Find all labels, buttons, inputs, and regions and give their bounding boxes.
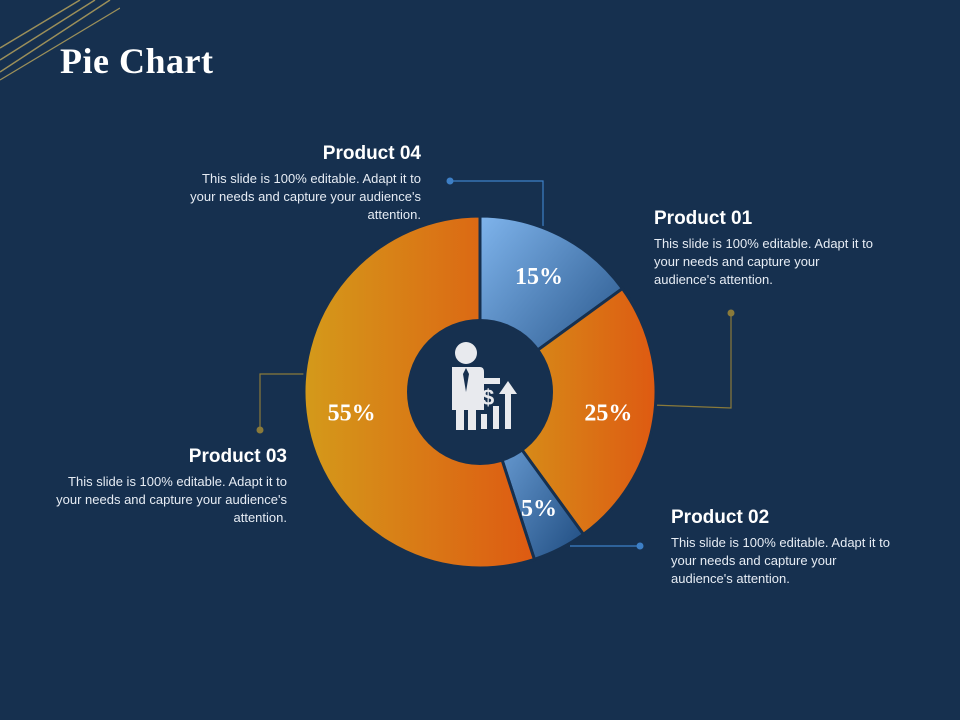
callout-text: This slide is 100% editable. Adapt it to…	[190, 171, 421, 222]
leader-dot-product-02	[636, 542, 644, 550]
leader-lines	[256, 177, 735, 550]
leader-line-product-01	[651, 313, 732, 409]
callout-title: Product 03	[188, 446, 287, 467]
callout-product-01: Product 01 This slide is 100% editable. …	[654, 208, 884, 289]
callout-text: This slide is 100% editable. Adapt it to…	[654, 236, 873, 287]
callout-title: Product 02	[671, 507, 770, 528]
svg-text:$: $	[482, 385, 494, 410]
callout-title: Product 04	[322, 143, 421, 164]
leader-dot-product-04	[446, 177, 454, 185]
callout-text: This slide is 100% editable. Adapt it to…	[56, 474, 287, 525]
pie-slice-labels: 15% 25% 5% 55%	[328, 264, 633, 522]
leader-dot-product-03	[256, 426, 264, 434]
leader-line-product-04	[450, 180, 544, 226]
leader-line-product-03	[259, 373, 305, 430]
businessman-growth-icon: $	[452, 342, 517, 430]
callout-product-04: Product 04 This slide is 100% editable. …	[181, 143, 421, 224]
slice-label-product-04: 55%	[328, 400, 376, 426]
slice-label-product-01: 15%	[515, 264, 563, 290]
page-title: Pie Chart	[60, 41, 214, 81]
pie-slice-product-02	[477, 286, 658, 537]
slice-label-product-03: 5%	[521, 496, 557, 522]
callout-text: This slide is 100% editable. Adapt it to…	[671, 535, 890, 586]
leader-dot-product-01	[727, 309, 735, 317]
callout-product-03: Product 03 This slide is 100% editable. …	[47, 446, 287, 527]
corner-decoration	[0, 0, 120, 81]
callout-title: Product 01	[654, 208, 753, 229]
slice-label-product-02: 25%	[584, 400, 632, 426]
callout-product-02: Product 02 This slide is 100% editable. …	[671, 507, 901, 588]
